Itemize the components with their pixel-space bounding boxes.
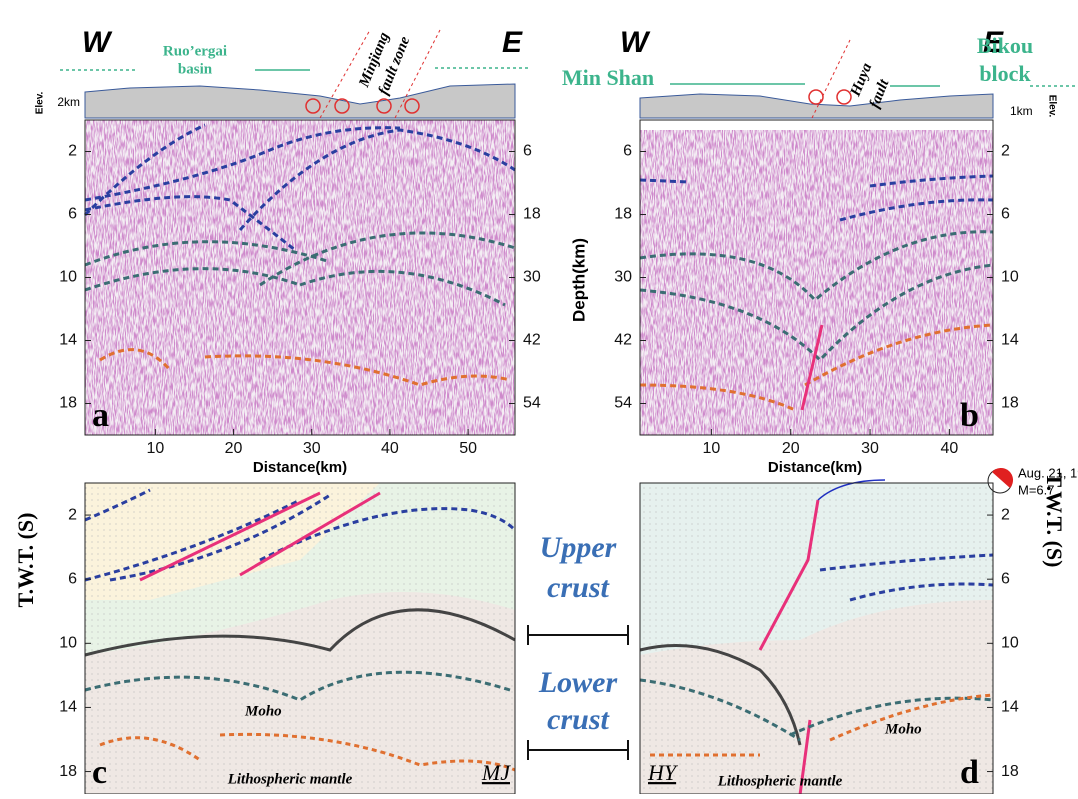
fault-trace bbox=[800, 324, 824, 411]
moho-label: Moho bbox=[244, 703, 282, 719]
y-tick-label: 14 bbox=[1001, 699, 1019, 716]
event-magnitude: M=6.7 bbox=[1018, 482, 1055, 497]
event-link bbox=[817, 479, 886, 501]
slip-symbols bbox=[305, 89, 852, 114]
panel-letter: a bbox=[92, 397, 109, 434]
x-tick-label: 30 bbox=[861, 440, 879, 457]
twt-axis-label: T.W.T. (S) bbox=[1042, 473, 1067, 568]
y-tick-label: 10 bbox=[1001, 269, 1019, 286]
y-tick-label: 6 bbox=[1001, 570, 1010, 587]
region-label: basin bbox=[178, 61, 213, 77]
y-tick-label: 2 bbox=[1001, 143, 1010, 160]
y-tick-label: 42 bbox=[614, 332, 632, 349]
y-tick-label: 18 bbox=[59, 763, 77, 780]
elev-label: Elev. bbox=[1046, 95, 1057, 118]
y-tick-label: 2 bbox=[68, 143, 77, 160]
y-tick-label: 6 bbox=[523, 143, 532, 160]
region-label: block bbox=[979, 61, 1031, 86]
twt-axis-label: T.W.T. (S) bbox=[13, 513, 38, 608]
x-tick-label: 50 bbox=[459, 440, 477, 457]
elev-tick: 2km bbox=[57, 95, 80, 109]
horizons bbox=[83, 123, 994, 412]
y-tick-label: 6 bbox=[68, 206, 77, 223]
x-tick-label: 40 bbox=[381, 440, 399, 457]
east-label: E bbox=[983, 26, 1004, 59]
elev-tick: 1km bbox=[1010, 104, 1033, 118]
x-tick-label: 40 bbox=[940, 440, 958, 457]
elevation-profile bbox=[84, 83, 516, 119]
seismic-texture bbox=[85, 120, 515, 435]
y-tick-label: 30 bbox=[614, 269, 632, 286]
y-tick-label: 6 bbox=[623, 143, 632, 160]
y-tick-label: 10 bbox=[59, 269, 77, 286]
west-label: W bbox=[82, 26, 113, 59]
focal-mechanism bbox=[992, 467, 1014, 488]
elevation-profile bbox=[639, 93, 994, 119]
y-tick-label: 18 bbox=[59, 395, 77, 412]
x-tick-label: 30 bbox=[303, 440, 321, 457]
y-tick-label: 6 bbox=[68, 570, 77, 587]
legend-upper: crust bbox=[547, 571, 610, 604]
mantle-label: Lithospheric mantle bbox=[717, 773, 843, 789]
panel-letter: d bbox=[960, 754, 979, 791]
y-tick-label: 18 bbox=[523, 206, 541, 223]
profile-code: MJ bbox=[481, 760, 511, 785]
y-tick-label: 10 bbox=[59, 635, 77, 652]
mantle-label: Lithospheric mantle bbox=[227, 771, 353, 787]
elev-label: Elev. bbox=[35, 91, 46, 114]
x-tick-label: 20 bbox=[782, 440, 800, 457]
y-tick-label: 2 bbox=[1001, 506, 1010, 523]
x-tick-label: 20 bbox=[225, 440, 243, 457]
legend-upper: Upper bbox=[540, 531, 617, 564]
y-tick-label: 10 bbox=[1001, 635, 1019, 652]
profile-code: HY bbox=[647, 760, 679, 785]
moho-label: Moho bbox=[884, 721, 922, 737]
y-tick-label: 54 bbox=[523, 395, 541, 412]
event-date: Aug. 21, 1976 bbox=[1018, 465, 1078, 480]
region-label: Ruo’ergai bbox=[163, 43, 227, 59]
x-axis-label: Distance(km) bbox=[768, 459, 862, 476]
x-tick-label: 10 bbox=[702, 440, 720, 457]
panel-letter: b bbox=[960, 397, 979, 434]
texture bbox=[85, 483, 515, 794]
panel-letter: c bbox=[92, 754, 107, 791]
x-axis-label: Distance(km) bbox=[253, 459, 347, 476]
y-tick-label: 14 bbox=[1001, 332, 1019, 349]
y-tick-label: 54 bbox=[614, 395, 632, 412]
depth-axis-label: Depth(km) bbox=[569, 238, 588, 322]
legend-lower: crust bbox=[547, 703, 610, 736]
y-tick-label: 18 bbox=[614, 206, 632, 223]
interpretation-lines bbox=[84, 488, 994, 796]
y-tick-label: 18 bbox=[1001, 763, 1019, 780]
y-tick-label: 6 bbox=[1001, 206, 1010, 223]
y-tick-label: 14 bbox=[59, 332, 77, 349]
y-tick-label: 30 bbox=[523, 269, 541, 286]
region-label: Min Shan bbox=[562, 65, 654, 90]
legend-lower: Lower bbox=[538, 666, 618, 699]
texture bbox=[640, 483, 993, 794]
region-label: Bikou bbox=[977, 33, 1033, 58]
fault-trace bbox=[394, 29, 441, 119]
extent-arrows bbox=[60, 67, 1078, 87]
y-tick-label: 42 bbox=[523, 332, 541, 349]
seismic-texture bbox=[640, 130, 993, 435]
fault-trace bbox=[811, 39, 851, 119]
y-tick-label: 18 bbox=[1001, 395, 1019, 412]
fault-trace bbox=[319, 29, 371, 119]
x-tick-label: 10 bbox=[146, 440, 164, 457]
y-tick-label: 2 bbox=[68, 506, 77, 523]
west-label: W bbox=[620, 26, 651, 59]
scale-bars bbox=[527, 625, 629, 760]
y-tick-label: 14 bbox=[59, 699, 77, 716]
east-label: E bbox=[502, 26, 523, 59]
